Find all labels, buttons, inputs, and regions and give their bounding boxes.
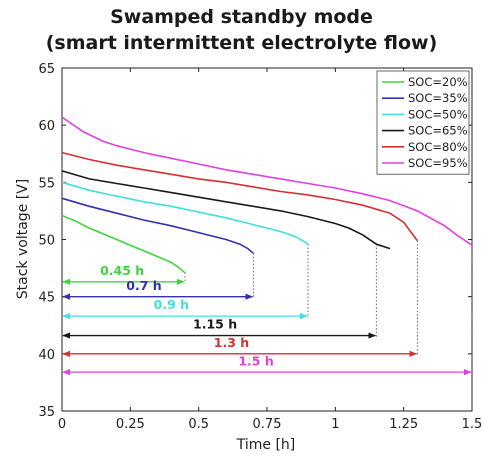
duration-label: 1.3 h xyxy=(214,335,249,350)
x-tick-label: 0.75 xyxy=(253,417,282,432)
series-line xyxy=(61,170,391,250)
duration-label: 0.9 h xyxy=(154,297,189,312)
chart-title-line1: Swamped standby mode xyxy=(110,6,373,28)
series-line xyxy=(61,214,186,274)
y-tick-label: 50 xyxy=(38,234,55,249)
legend-label: SOC=50% xyxy=(408,107,468,121)
duration-label: 1.15 h xyxy=(193,317,237,332)
y-axis-label: Stack voltage [V] xyxy=(15,179,31,299)
plot-area: 0 0.25 0.5 0.75 1 1.25 1.5 35 40 45 50 55 60 65 0.45 h… xyxy=(38,62,482,432)
y-tick-label: 40 xyxy=(38,348,55,363)
x-tick-label: 1 xyxy=(331,417,339,432)
legend-box xyxy=(376,70,470,175)
x-tick-label: 1.25 xyxy=(389,417,418,432)
x-tick-label: 0 xyxy=(58,417,66,432)
y-tick-label: 60 xyxy=(38,119,55,134)
y-tick-label: 35 xyxy=(38,405,55,420)
legend-label: SOC=80% xyxy=(408,140,468,154)
duration-label: 0.7 h xyxy=(126,278,161,293)
x-tick-label: 0.25 xyxy=(116,417,145,432)
y-tick-label: 65 xyxy=(38,62,55,77)
chart-title-line2: (smart intermittent electrolyte flow) xyxy=(45,32,438,54)
duration-label: 1.5 h xyxy=(238,353,273,368)
y-tick-label: 55 xyxy=(38,176,55,191)
legend-label: SOC=65% xyxy=(408,124,468,138)
y-tick-label: 45 xyxy=(38,291,55,306)
legend: SOC=20% SOC=35% SOC=50% SOC=65% SOC=80% SOC=9… xyxy=(376,70,470,175)
duration-label: 0.45 h xyxy=(100,263,144,278)
legend-label: SOC=95% xyxy=(408,156,468,170)
series-line xyxy=(61,151,418,242)
chart-title: Swamped standby mode (smart intermittent… xyxy=(0,4,483,56)
x-tick-label: 1.5 xyxy=(462,417,483,432)
legend-label: SOC=35% xyxy=(408,91,468,105)
series-line xyxy=(61,181,309,245)
x-axis-label: Time [h] xyxy=(236,437,296,453)
series-line xyxy=(61,116,473,246)
x-tick-label: 0.5 xyxy=(188,417,209,432)
legend-label: SOC=20% xyxy=(408,75,468,89)
series-line xyxy=(61,197,254,254)
